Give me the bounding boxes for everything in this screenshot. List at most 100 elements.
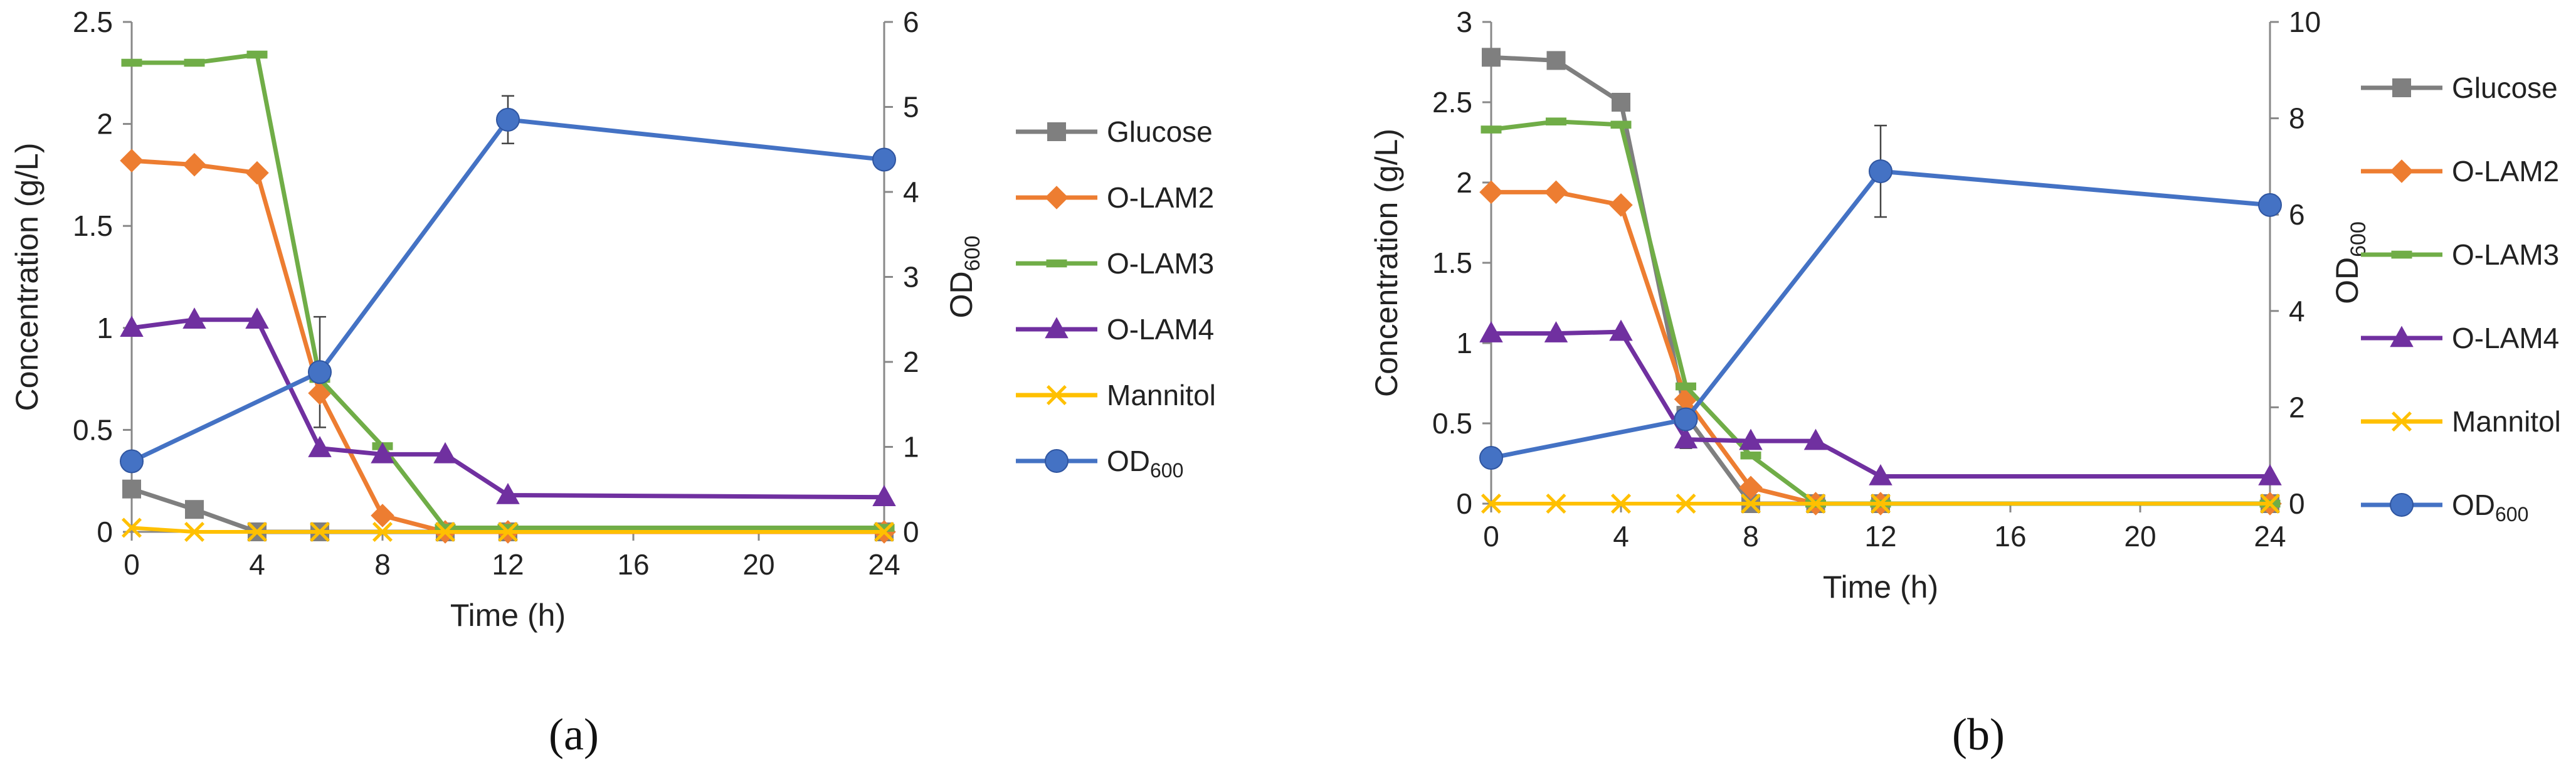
legend-o-lam3: O-LAM3	[1016, 247, 1214, 280]
legend-label: O-LAM2	[1107, 181, 1214, 214]
series-mannitol-point	[1481, 493, 1502, 514]
series-o-lam3-point	[246, 50, 268, 59]
legend-label-main: OD	[2452, 489, 2495, 521]
y2-tick-label: 6	[2289, 198, 2305, 231]
legend-label: O-LAM2	[2452, 155, 2559, 188]
series-o-lam2-point	[182, 152, 206, 177]
series-mannitol-point	[246, 521, 268, 543]
x-axis-label: Time (h)	[450, 598, 566, 633]
series-o-lam4-point	[1479, 321, 1503, 342]
series-od-line	[1491, 169, 2271, 460]
series-o-lam3-point	[121, 58, 142, 67]
series-o-lam2-point	[245, 161, 269, 185]
legend-swatch-marker	[1045, 317, 1069, 339]
x-tick-label: 16	[617, 548, 649, 581]
legend-o-lam4: O-LAM4	[1016, 313, 1214, 346]
x-tick-label: 20	[2124, 520, 2156, 553]
series-o-lam3-point	[1481, 125, 1502, 134]
series-mannitol-point	[435, 521, 456, 543]
series-o-lam4-point	[371, 442, 394, 464]
legend-o-lam3: O-LAM3	[2361, 238, 2559, 271]
legend-label: Glucose	[2452, 72, 2558, 104]
legend-label-main: Mannitol	[1107, 379, 1216, 411]
y2-tick-label: 4	[2289, 295, 2305, 327]
y2-tick-label: 5	[903, 91, 919, 124]
y-tick-label: 0.5	[1432, 407, 1472, 440]
series-o-lam2-line	[1491, 189, 2270, 506]
series-mannitol-point	[1676, 493, 1696, 514]
series-o-lam4-point	[245, 307, 269, 329]
y-tick-label: 2	[1456, 166, 1472, 199]
x-tick-label: 12	[1864, 520, 1896, 553]
legend-swatch-marker	[1046, 384, 1067, 406]
legend-swatch-marker	[2390, 493, 2414, 517]
legend-label-main: O-LAM3	[1107, 247, 1214, 280]
x-tick-label: 0	[124, 548, 140, 581]
legend-od: OD600	[1016, 445, 1183, 482]
series-o-lam3-point	[1676, 382, 1696, 391]
series-od-point	[1869, 159, 1892, 184]
legend-label-main: O-LAM3	[2452, 238, 2559, 271]
y2-tick-label: 2	[903, 346, 919, 378]
legend-o-lam4: O-LAM4	[2361, 322, 2559, 354]
series-o-lam4-line	[131, 317, 885, 500]
legend-label: O-LAM3	[2452, 238, 2559, 271]
legend-label: O-LAM4	[2452, 322, 2559, 354]
series-mannitol-point	[497, 521, 519, 543]
series-od-point	[2258, 193, 2282, 217]
series-o-lam3-point	[184, 58, 205, 67]
legend-mannitol: Mannitol	[2361, 405, 2561, 438]
series-o-lam2-point	[1609, 193, 1633, 217]
series-glucose-point	[1546, 51, 1566, 70]
y-tick-label: 1.5	[1432, 246, 1472, 279]
y2-tick-label: 0	[903, 516, 919, 548]
legend-label-sub: 600	[1150, 459, 1183, 482]
legend-label-main: O-LAM4	[2452, 322, 2559, 354]
series-od-point	[496, 107, 520, 132]
series-od-line	[130, 117, 885, 464]
legend-label-main: Mannitol	[2452, 405, 2561, 438]
x-tick-label: 4	[1613, 520, 1629, 553]
series-o-lam2-point	[120, 149, 144, 172]
legend-label: Glucose	[1107, 115, 1213, 148]
series-mannitol-point	[372, 521, 393, 543]
legend-glucose: Glucose	[1016, 115, 1213, 148]
series-o-lam3-point	[1740, 451, 1761, 460]
series-o-lam4-point	[1674, 427, 1698, 448]
series-glucose-point	[122, 479, 141, 499]
y-tick-label: 0	[1456, 487, 1472, 520]
series-mannitol-point	[1546, 493, 1566, 514]
series-o-lam4-point	[1869, 464, 1892, 485]
series-o-lam3-line	[132, 52, 884, 530]
panel-label: (a)	[549, 709, 599, 760]
y2-tick-label: 0	[2289, 487, 2305, 520]
y2-tick-label: 4	[903, 176, 919, 208]
series-o-lam4-line	[1491, 329, 2270, 479]
y-tick-label: 2	[97, 108, 113, 140]
legend-swatch-marker	[1047, 122, 1066, 141]
series-mannitol-point	[2259, 493, 2281, 514]
x-tick-label: 24	[2254, 520, 2286, 553]
series-o-lam4-point	[182, 307, 206, 329]
legend-label: Mannitol	[1107, 379, 1216, 411]
series-o-lam2-point	[1739, 475, 1763, 500]
series-mannitol-point	[1870, 493, 1891, 514]
series-o-lam4-point	[2258, 464, 2282, 485]
y2-tick-label: 10	[2289, 6, 2321, 38]
legend-label-main: OD	[1107, 445, 1150, 477]
y2-tick-label: 2	[2289, 391, 2305, 423]
series-o-lam2-line	[131, 158, 884, 534]
y2-axis-label-sub: 600	[2346, 221, 2370, 257]
y2-axis-label-main: OD	[2330, 257, 2365, 304]
x-tick-label: 24	[868, 548, 900, 581]
legend-swatch-marker	[2390, 326, 2414, 347]
legend-label-main: Glucose	[2452, 72, 2558, 104]
legend-swatch-marker	[1045, 449, 1069, 473]
y2-tick-label: 3	[903, 261, 919, 294]
y-tick-label: 1	[1456, 327, 1472, 359]
series-mannitol-point	[1610, 493, 1632, 514]
y2-axis-label-main: OD	[944, 271, 979, 318]
y-tick-label: 0.5	[73, 413, 113, 446]
series-mannitol-line	[131, 526, 884, 534]
